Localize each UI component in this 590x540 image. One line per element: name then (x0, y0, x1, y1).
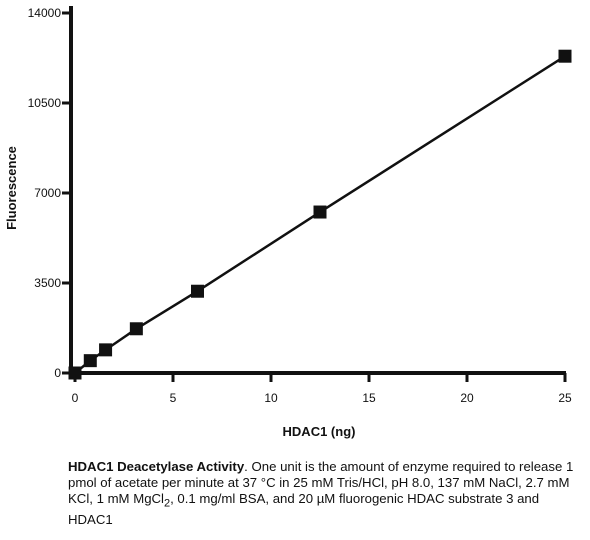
y-axis-title: Fluorescence (4, 146, 19, 230)
x-tick-label: 20 (460, 391, 474, 405)
figure-caption: HDAC1 Deacetylase Activity. One unit is … (68, 459, 580, 528)
x-tick-label: 10 (264, 391, 278, 405)
chart: 0 5 10 15 20 25 0 3500 7000 10500 14000 HDAC1 (ng)… (4, 6, 572, 439)
data-point-marker (313, 205, 327, 219)
caption-text-end: , 0.1 mg/ml BSA, and 20 µM fluorogenic H… (68, 491, 540, 527)
y-tick-label: 7000 (34, 186, 61, 200)
y-tick-label: 10500 (28, 96, 62, 110)
data-point-marker (68, 366, 82, 380)
y-tick-label: 14000 (28, 6, 62, 20)
axes (69, 6, 566, 375)
y-tick-label: 3500 (34, 276, 61, 290)
y-tick-label: 0 (54, 366, 61, 380)
x-tick-label: 5 (170, 391, 177, 405)
x-axis-title: HDAC1 (ng) (283, 424, 356, 439)
data-point-marker (191, 284, 204, 298)
data-point-marker (558, 49, 572, 63)
ticks: 0 5 10 15 20 25 0 3500 7000 10500 14000 (28, 6, 572, 405)
data-point-marker (83, 354, 97, 368)
caption-title: HDAC1 Deacetylase Activity (68, 459, 245, 474)
x-tick-label: 0 (72, 391, 79, 405)
series (68, 49, 572, 380)
caption-subscript: 2 (163, 497, 171, 510)
data-point-marker (99, 343, 113, 357)
x-tick-label: 15 (362, 391, 376, 405)
caption-text: . One unit is the amount of enzyme requi… (68, 459, 574, 506)
data-point-marker (129, 322, 143, 336)
x-tick-label: 25 (558, 391, 572, 405)
